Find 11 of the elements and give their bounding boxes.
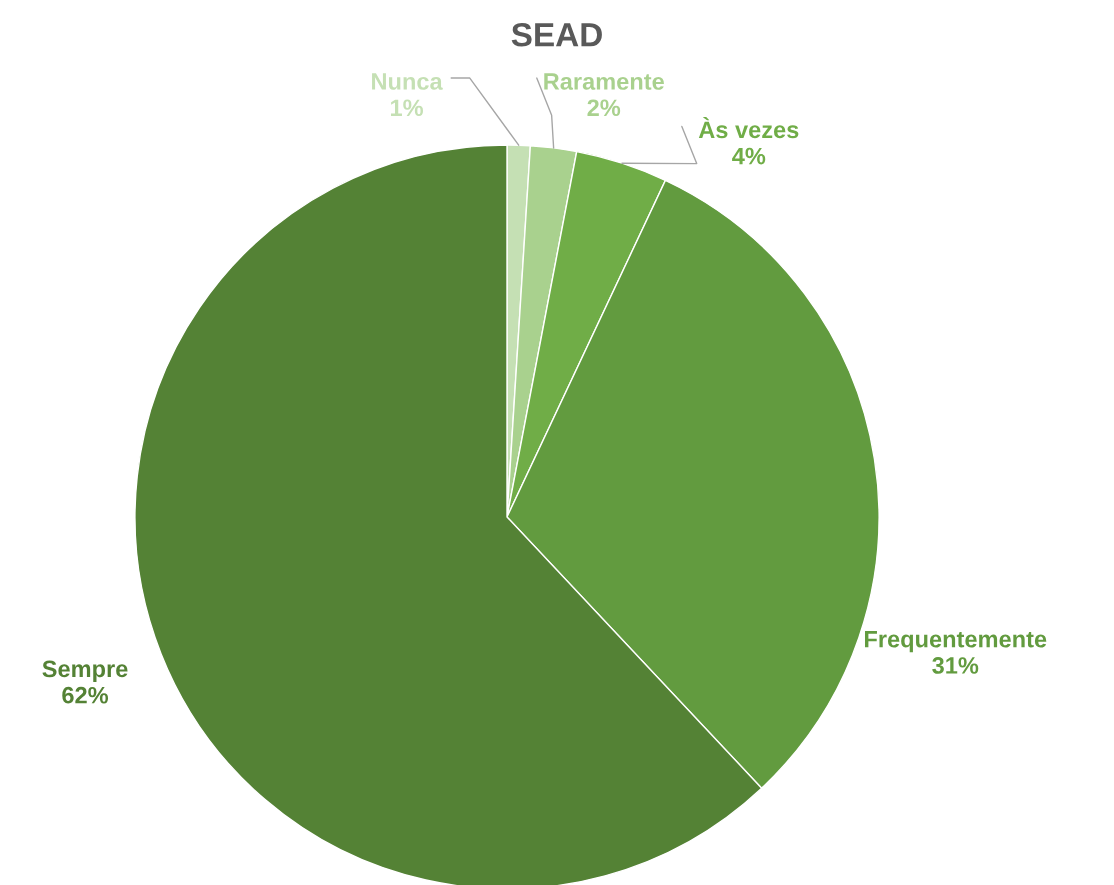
- slice-label: Raramente: [544, 73, 664, 90]
- chart-title: SEAD: [511, 23, 602, 47]
- slice-label: Sempre: [42, 660, 128, 682]
- slice-label: Nunca: [372, 73, 443, 90]
- data-label: 4%: [732, 147, 766, 165]
- slice-label: Frequentemente: [865, 631, 1047, 653]
- data-label: 1%: [390, 99, 423, 117]
- data-label: 2%: [587, 99, 621, 117]
- slice-label: Às vezes: [698, 117, 799, 139]
- data-label: 31%: [932, 657, 979, 674]
- data-label: 62%: [62, 686, 109, 704]
